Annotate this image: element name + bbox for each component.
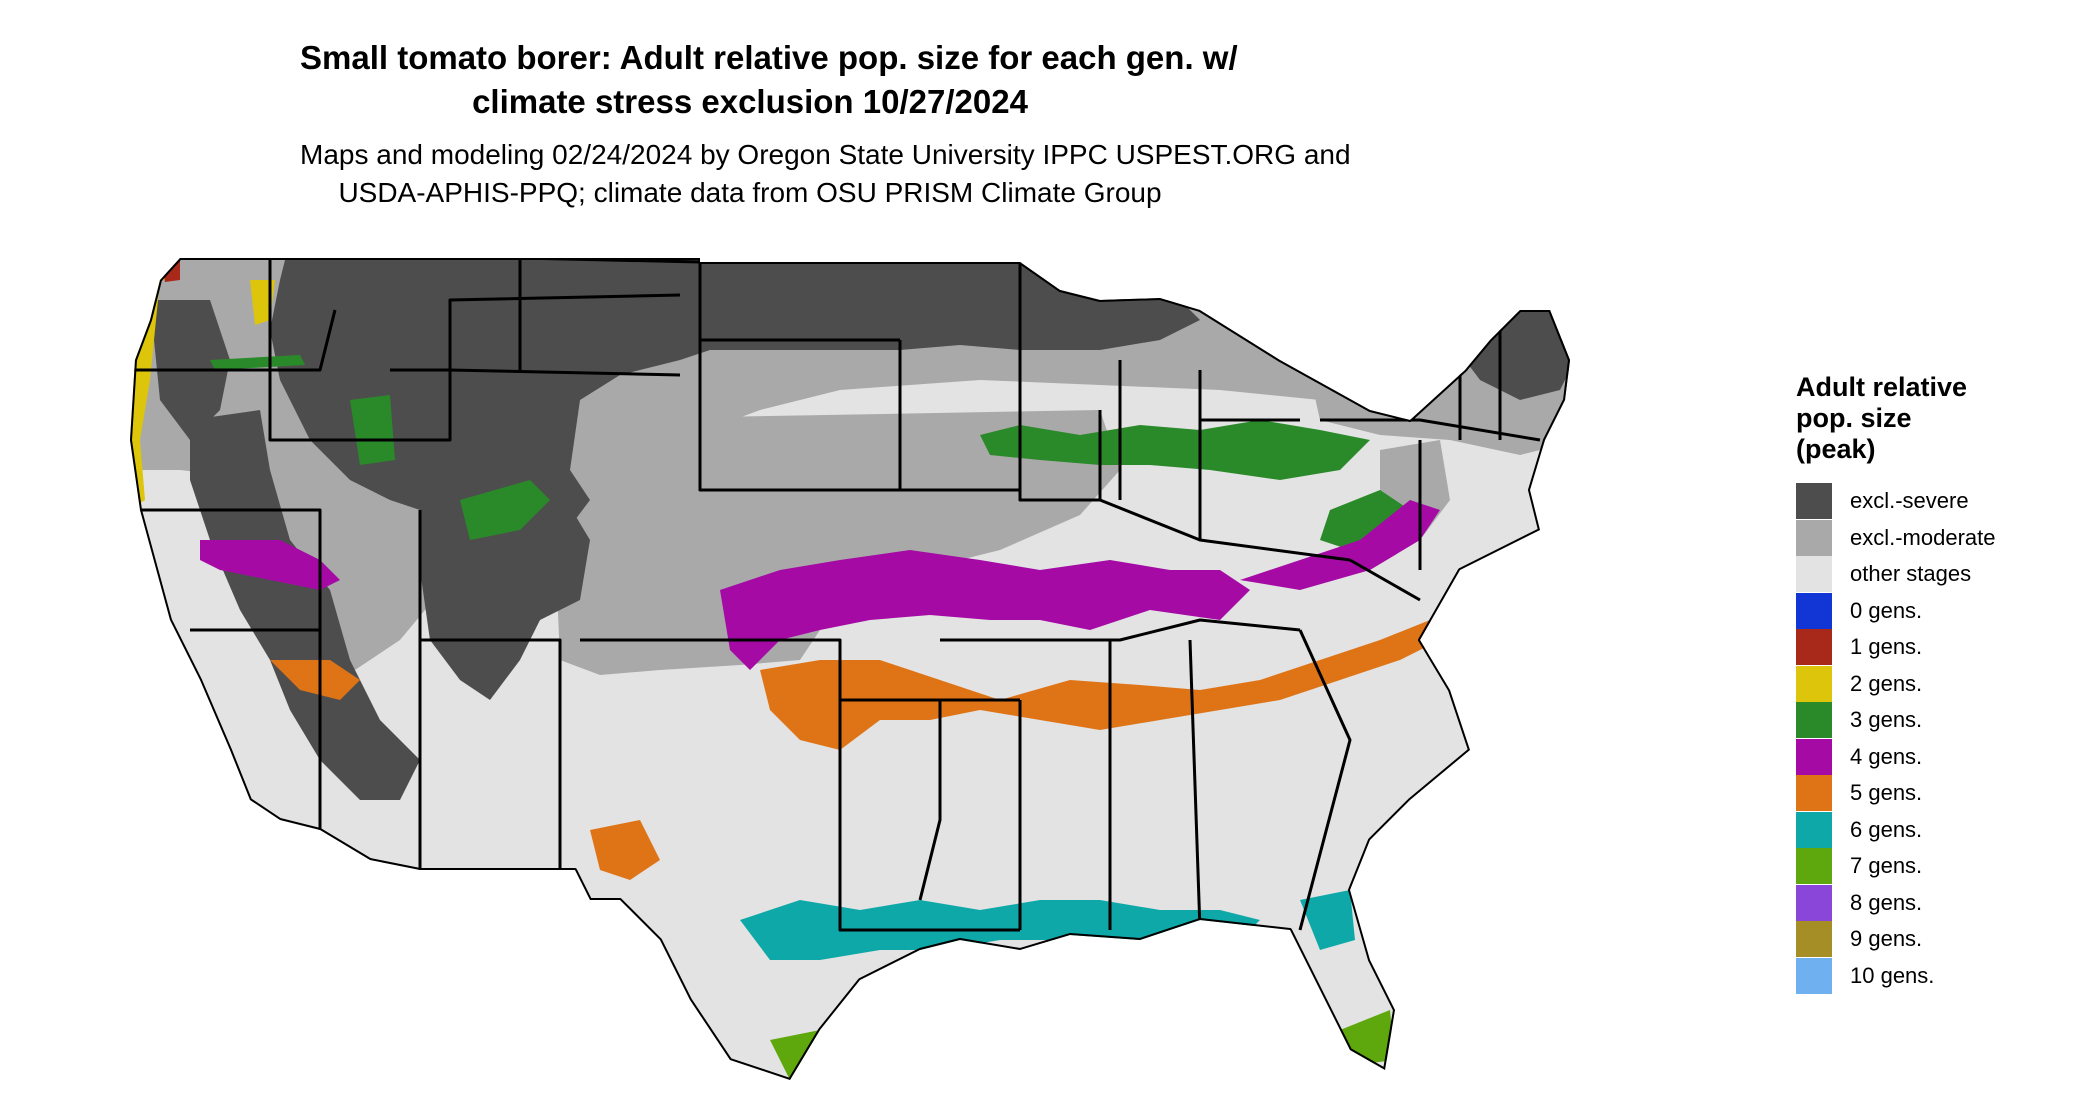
map-title: Small tomato borer: Adult relative pop. …	[300, 36, 1238, 124]
zone-5-gens-south	[760, 620, 1440, 750]
legend-label: 2 gens.	[1850, 670, 1923, 696]
legend-label: 10 gens.	[1850, 962, 1935, 988]
legend-swatch	[1796, 848, 1832, 884]
legend-label: 3 gens.	[1850, 707, 1923, 732]
zone-3-gens-colorado-plateau	[460, 480, 550, 540]
zone-4-gens-southwest	[200, 540, 340, 590]
legend-item: 7 gens.	[1796, 848, 2086, 885]
legend-swatch	[1796, 483, 1832, 519]
us-map	[130, 258, 1570, 1080]
legend-item: 2 gens.	[1796, 665, 2086, 703]
legend-item: other stages	[1796, 556, 2086, 593]
legend-label: 4 gens.	[1850, 743, 1923, 769]
legend-swatch	[1796, 629, 1832, 665]
legend: Adult relative pop. size (peak) excl.-se…	[1796, 372, 2086, 994]
legend-swatch	[1796, 519, 1832, 556]
map-fill-layer	[130, 258, 1570, 1080]
zone-4-gens-mid-atlantic	[1240, 500, 1440, 590]
legend-label: 6 gens.	[1850, 816, 1923, 842]
zone-5-gens-nm-texas	[590, 820, 660, 880]
legend-item: 3 gens.	[1796, 702, 2086, 739]
zone-4-gens-central	[720, 550, 1250, 670]
legend-swatch	[1796, 556, 1832, 592]
zone-3-gens-corn-belt	[980, 420, 1370, 480]
legend-item: 5 gens.	[1796, 775, 2086, 812]
zone-5-gens-southwest	[270, 660, 360, 700]
legend-item: 1 gens.	[1796, 629, 2086, 666]
legend-label: excl.-severe	[1850, 488, 1969, 513]
legend-label: 7 gens.	[1850, 853, 1923, 878]
legend-item: 4 gens.	[1796, 738, 2086, 776]
legend-swatch	[1796, 738, 1832, 775]
legend-label: other stages	[1850, 561, 1972, 586]
zone-2-gens-pnw-coast	[130, 280, 160, 510]
legend-swatch	[1796, 665, 1832, 702]
legend-swatch	[1796, 884, 1832, 921]
legend-swatch	[1796, 775, 1832, 811]
zone-excl-severe-great-basin	[190, 410, 420, 800]
legend-title-line-3: (peak)	[1796, 434, 1876, 464]
legend-title: Adult relative pop. size (peak)	[1796, 372, 2086, 465]
legend-label: 5 gens.	[1850, 780, 1923, 805]
zone-excl-severe-southern-rockies	[420, 490, 590, 700]
legend-item: excl.-moderate	[1796, 519, 2086, 557]
map-title-line-2: climate stress exclusion 10/27/2024	[472, 83, 1028, 120]
legend-item: 10 gens.	[1796, 957, 2086, 995]
legend-label: 8 gens.	[1850, 889, 1923, 915]
zone-excl-moderate-plains	[550, 410, 1120, 675]
map-subtitle-line-1: Maps and modeling 02/24/2024 by Oregon S…	[300, 139, 1351, 170]
legend-label: 1 gens.	[1850, 634, 1923, 659]
legend-title-line-1: Adult relative	[1796, 372, 1968, 402]
legend-swatch	[1796, 702, 1832, 738]
map-subtitle-line-2: USDA-APHIS-PPQ; climate data from OSU PR…	[338, 177, 1162, 208]
legend-swatch	[1796, 957, 1832, 994]
legend-label: 9 gens.	[1850, 926, 1923, 951]
legend-swatch	[1796, 592, 1832, 629]
legend-swatch	[1796, 921, 1832, 957]
zone-excl-severe-adirondacks	[1400, 320, 1460, 380]
state-borders	[130, 258, 1541, 932]
legend-item: excl.-severe	[1796, 483, 2086, 520]
legend-item: 9 gens.	[1796, 921, 2086, 958]
zone-6-gens-florida	[1300, 890, 1355, 950]
legend-item: 8 gens.	[1796, 884, 2086, 922]
us-outline	[130, 258, 1570, 1080]
legend-label: 0 gens.	[1850, 597, 1923, 623]
legend-items: excl.-severe excl.-moderate other stages 0 …	[1796, 483, 2086, 994]
legend-item: 0 gens.	[1796, 592, 2086, 630]
legend-title-line-2: pop. size	[1796, 403, 1912, 433]
legend-label: excl.-moderate	[1850, 524, 1996, 550]
map-subtitle: Maps and modeling 02/24/2024 by Oregon S…	[300, 136, 1351, 212]
zone-3-gens-pnw-valley	[210, 355, 305, 370]
zone-3-gens-great-basin	[350, 395, 395, 465]
map-title-line-1: Small tomato borer: Adult relative pop. …	[300, 39, 1238, 76]
legend-swatch	[1796, 811, 1832, 848]
legend-item: 6 gens.	[1796, 811, 2086, 849]
zone-excl-severe-upper-midwest	[660, 258, 1200, 350]
